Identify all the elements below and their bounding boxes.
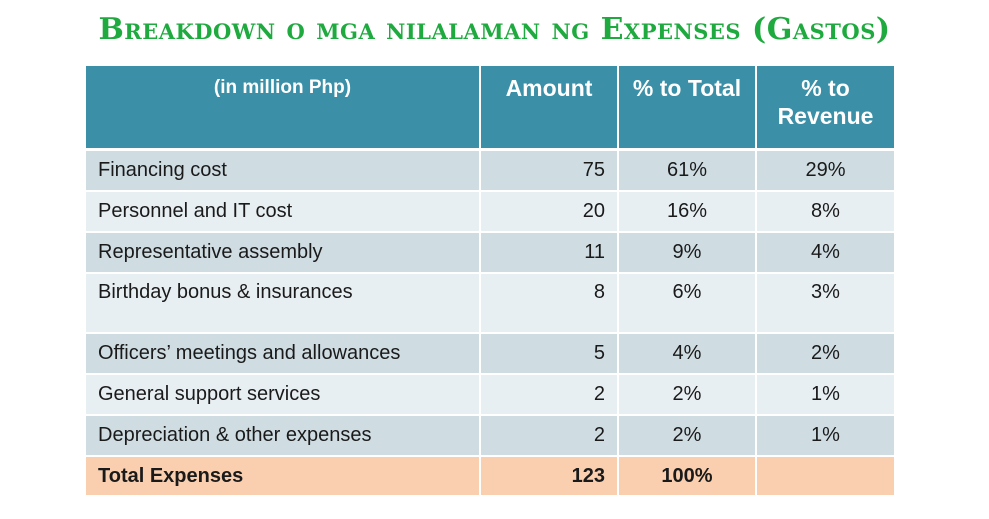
- table-row: Representative assembly 11 9% 4%: [86, 232, 894, 274]
- row-amount: 11: [480, 232, 619, 274]
- row-label: Financing cost: [86, 149, 481, 192]
- row-amount: 20: [480, 191, 619, 233]
- table-row: Financing cost 75 61% 29%: [86, 149, 894, 192]
- row-amount: 8: [480, 273, 619, 334]
- row-pct-revenue: 2%: [756, 333, 894, 375]
- table-row: Depreciation & other expenses 2 2% 1%: [86, 415, 894, 457]
- row-pct-revenue: 1%: [756, 415, 894, 457]
- row-label: Representative assembly: [86, 232, 481, 274]
- header-units: (in million Php): [86, 66, 481, 151]
- row-pct-total: 2%: [618, 374, 757, 416]
- header-amount: Amount: [480, 66, 619, 151]
- header-pct-total: % to Total: [618, 66, 757, 151]
- row-pct-total: 2%: [618, 415, 757, 457]
- expenses-table: (in million Php) Amount % to Total % to …: [86, 66, 894, 497]
- row-pct-revenue: 4%: [756, 232, 894, 274]
- row-amount: 2: [480, 374, 619, 416]
- row-pct-total: 4%: [618, 333, 757, 375]
- row-label: Birthday bonus & insurances: [86, 273, 481, 334]
- row-pct-total: 16%: [618, 191, 757, 233]
- row-label: Personnel and IT cost: [86, 191, 481, 233]
- row-pct-revenue: 29%: [756, 149, 894, 192]
- row-pct-revenue: 3%: [756, 273, 894, 334]
- row-pct-revenue: 1%: [756, 374, 894, 416]
- row-label: General support services: [86, 374, 481, 416]
- table-header-row: (in million Php) Amount % to Total % to …: [86, 66, 894, 151]
- total-pct-total: 100%: [618, 456, 757, 497]
- row-pct-revenue: 8%: [756, 191, 894, 233]
- row-amount: 2: [480, 415, 619, 457]
- table-row: General support services 2 2% 1%: [86, 374, 894, 416]
- table-row: Birthday bonus & insurances 8 6% 3%: [86, 273, 894, 334]
- table-row: Personnel and IT cost 20 16% 8%: [86, 191, 894, 233]
- row-amount: 75: [480, 149, 619, 192]
- table-row: Officers’ meetings and allowances 5 4% 2…: [86, 333, 894, 375]
- header-pct-revenue: % to Revenue: [756, 66, 894, 151]
- slide-title: Breakdown o mga nilalaman ng Expenses (G…: [98, 12, 891, 47]
- total-amount: 123: [480, 456, 619, 497]
- total-row: Total Expenses 123 100%: [86, 456, 894, 497]
- row-pct-total: 6%: [618, 273, 757, 334]
- row-pct-total: 61%: [618, 149, 757, 192]
- row-label: Depreciation & other expenses: [86, 415, 481, 457]
- total-pct-revenue: [756, 456, 894, 497]
- total-label: Total Expenses: [86, 456, 481, 497]
- row-label: Officers’ meetings and allowances: [86, 333, 481, 375]
- row-amount: 5: [480, 333, 619, 375]
- row-pct-total: 9%: [618, 232, 757, 274]
